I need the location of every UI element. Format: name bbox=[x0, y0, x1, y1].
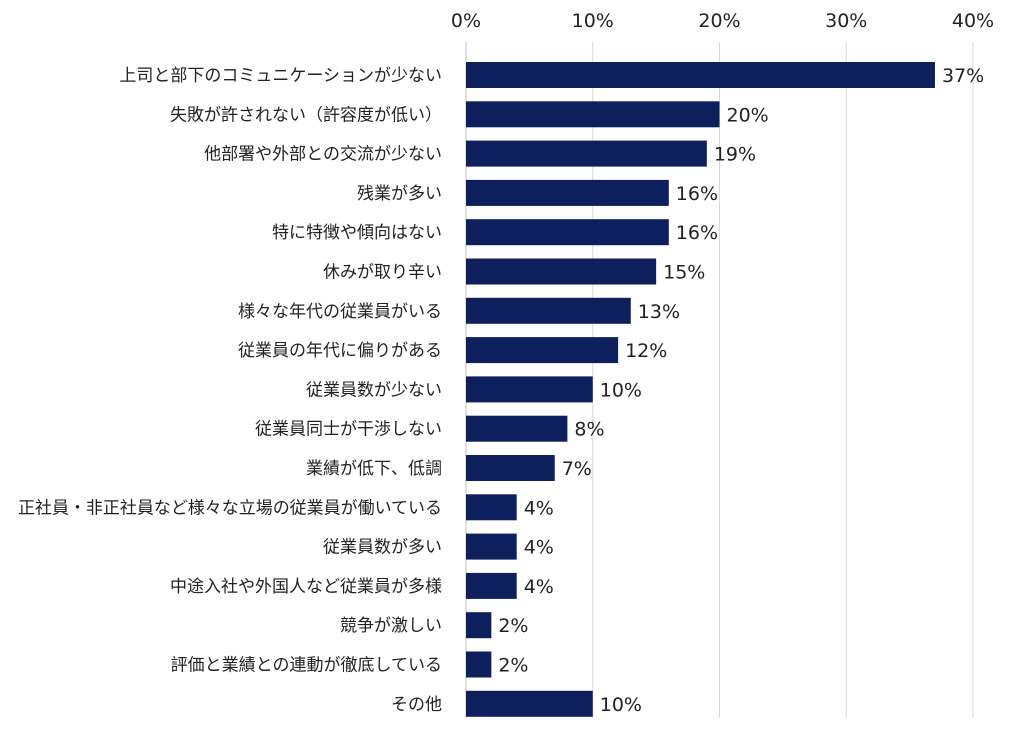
x-tick-label: 0% bbox=[451, 10, 481, 32]
bar bbox=[466, 140, 707, 167]
value-label: 13% bbox=[638, 301, 680, 323]
value-label: 19% bbox=[714, 144, 756, 166]
category-label: 業績が低下、低調 bbox=[306, 459, 442, 479]
bar bbox=[466, 651, 492, 678]
value-label: 16% bbox=[676, 183, 718, 205]
bar bbox=[466, 376, 593, 403]
category-label: 正社員・非正社員など様々な立場の従業員が働いている bbox=[18, 498, 442, 518]
bar bbox=[466, 179, 669, 206]
bar bbox=[466, 101, 720, 128]
value-label: 16% bbox=[676, 222, 718, 244]
category-label: 上司と部下のコミュニケーションが少ない bbox=[119, 66, 442, 86]
bar bbox=[466, 494, 517, 521]
x-tick-label: 20% bbox=[698, 10, 740, 32]
category-label: 失敗が許されない（許容度が低い） bbox=[170, 105, 442, 125]
value-label: 7% bbox=[562, 458, 592, 480]
bar bbox=[466, 297, 631, 324]
category-label: 残業が多い bbox=[357, 184, 442, 204]
value-label: 2% bbox=[498, 655, 528, 677]
value-label: 20% bbox=[727, 104, 769, 126]
value-label: 4% bbox=[524, 497, 554, 519]
bar bbox=[466, 219, 669, 246]
value-label: 12% bbox=[625, 340, 667, 362]
value-labels: 37% 20% 19% 16% 16% 15% 13% 12% 10% 8% 7% 4% 4% 4% 2% 2… bbox=[498, 65, 984, 716]
category-label: 他部署や外部との交流が少ない bbox=[204, 145, 442, 165]
category-label: 従業員数が多い bbox=[323, 538, 442, 558]
category-label: 従業員数が少ない bbox=[306, 380, 442, 400]
value-label: 10% bbox=[600, 694, 642, 716]
x-tick-label: 10% bbox=[572, 10, 614, 32]
bar bbox=[466, 690, 593, 717]
bar bbox=[466, 572, 517, 599]
bar bbox=[466, 258, 657, 285]
value-label: 8% bbox=[574, 419, 604, 441]
category-label: 休みが取り辛い bbox=[323, 263, 442, 283]
x-tick-label: 40% bbox=[952, 10, 994, 32]
category-label: 従業員同士が干渉しない bbox=[255, 420, 442, 440]
bar bbox=[466, 612, 492, 639]
bars bbox=[466, 62, 935, 717]
value-label: 37% bbox=[942, 65, 984, 87]
x-axis-ticks: 0% 10% 20% 30% 40% bbox=[451, 10, 994, 32]
category-label: 評価と業績との連動が徹底している bbox=[171, 656, 442, 676]
bar bbox=[466, 415, 568, 442]
category-label: 中途入社や外国人など従業員が多様 bbox=[170, 577, 442, 597]
category-label: その他 bbox=[391, 695, 442, 715]
value-label: 10% bbox=[600, 379, 642, 401]
value-label: 15% bbox=[663, 262, 705, 284]
bar bbox=[466, 533, 517, 560]
bar bbox=[466, 62, 935, 88]
category-label: 特に特徴や傾向はない bbox=[272, 223, 442, 243]
category-label: 様々な年代の従業員がいる bbox=[238, 302, 442, 322]
value-label: 2% bbox=[498, 615, 528, 637]
x-tick-label: 30% bbox=[825, 10, 867, 32]
value-label: 4% bbox=[524, 576, 554, 598]
category-label: 競争が激しい bbox=[340, 616, 442, 636]
bar bbox=[466, 337, 619, 364]
category-label: 従業員の年代に偏りがある bbox=[238, 341, 442, 361]
value-label: 4% bbox=[524, 537, 554, 559]
bar bbox=[466, 455, 555, 481]
